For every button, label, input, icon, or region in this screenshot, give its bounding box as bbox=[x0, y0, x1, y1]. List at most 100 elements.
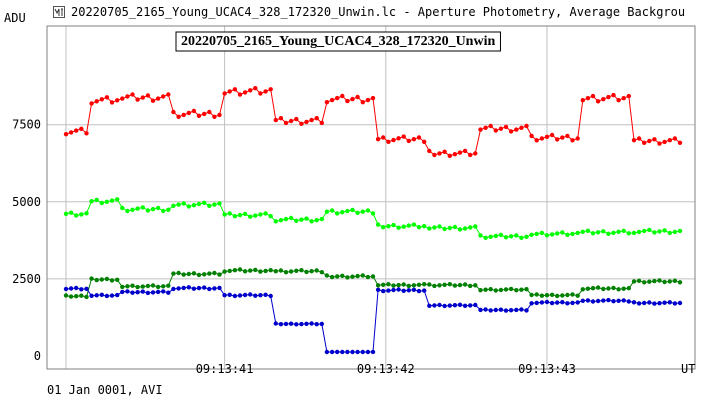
data-point bbox=[294, 268, 299, 273]
data-point bbox=[468, 303, 473, 308]
data-point bbox=[79, 126, 84, 131]
x-tick-label: 09:13:43 bbox=[518, 362, 576, 376]
data-point bbox=[89, 293, 94, 298]
data-point bbox=[468, 225, 473, 230]
data-point bbox=[422, 139, 427, 144]
data-point bbox=[304, 269, 309, 275]
data-point bbox=[570, 138, 575, 143]
data-point bbox=[237, 267, 243, 272]
data-point bbox=[539, 293, 545, 298]
data-point bbox=[329, 97, 335, 103]
data-point bbox=[642, 280, 647, 285]
data-point bbox=[667, 138, 672, 143]
data-point bbox=[263, 292, 268, 297]
data-point bbox=[125, 289, 130, 294]
data-point bbox=[109, 100, 115, 105]
data-point bbox=[181, 112, 186, 118]
data-point bbox=[437, 151, 442, 156]
data-point bbox=[278, 268, 284, 273]
data-point bbox=[68, 294, 74, 299]
data-point bbox=[493, 128, 498, 133]
data-point bbox=[365, 97, 371, 103]
data-point bbox=[94, 277, 99, 283]
data-point bbox=[324, 273, 330, 278]
data-point bbox=[498, 307, 504, 312]
plot-frame bbox=[46, 25, 696, 370]
data-point bbox=[319, 216, 324, 222]
data-point bbox=[176, 270, 181, 276]
y-axis-ticks: 0 2500 5000 7500 bbox=[12, 118, 41, 363]
data-point bbox=[74, 294, 79, 299]
data-point bbox=[626, 286, 631, 291]
data-point bbox=[268, 87, 273, 92]
data-point bbox=[381, 135, 386, 140]
data-point bbox=[519, 307, 524, 312]
data-point bbox=[268, 268, 273, 273]
data-point bbox=[416, 225, 422, 230]
data-point bbox=[268, 293, 273, 299]
data-point bbox=[621, 96, 626, 101]
data-point bbox=[125, 94, 130, 99]
data-point bbox=[360, 209, 365, 214]
data-point bbox=[560, 135, 565, 140]
data-point bbox=[396, 136, 401, 141]
data-point bbox=[89, 101, 94, 106]
data-point bbox=[468, 152, 473, 158]
data-point bbox=[549, 300, 555, 306]
data-point bbox=[84, 211, 89, 216]
data-point bbox=[386, 288, 391, 293]
data-point bbox=[135, 206, 140, 211]
data-point bbox=[176, 202, 181, 207]
data-point bbox=[166, 92, 171, 97]
data-point bbox=[181, 272, 186, 277]
data-point bbox=[299, 321, 304, 327]
data-point bbox=[104, 199, 110, 204]
data-point bbox=[401, 224, 406, 229]
data-point bbox=[488, 123, 493, 129]
data-point bbox=[125, 284, 130, 289]
data-point bbox=[191, 286, 197, 291]
data-point bbox=[345, 98, 350, 104]
data-point bbox=[242, 90, 248, 95]
data-point bbox=[283, 120, 289, 126]
data-point bbox=[631, 138, 637, 143]
data-point bbox=[324, 100, 330, 105]
data-point bbox=[232, 268, 238, 273]
data-point bbox=[253, 213, 258, 218]
data-point bbox=[662, 228, 667, 233]
data-point bbox=[365, 208, 371, 213]
data-point bbox=[560, 293, 565, 298]
data-point bbox=[115, 277, 120, 282]
data-point bbox=[636, 229, 642, 235]
data-point bbox=[319, 120, 324, 126]
data-point bbox=[74, 213, 79, 218]
data-point bbox=[642, 228, 647, 234]
data-point bbox=[227, 292, 232, 297]
data-point bbox=[375, 222, 381, 227]
data-point bbox=[498, 287, 504, 293]
data-point bbox=[370, 95, 376, 101]
data-point bbox=[606, 297, 611, 303]
data-point bbox=[345, 349, 350, 355]
data-point bbox=[212, 202, 217, 207]
data-point bbox=[314, 116, 319, 121]
data-point bbox=[94, 197, 99, 203]
data-point bbox=[74, 128, 79, 133]
data-point bbox=[590, 299, 596, 304]
data-point bbox=[580, 229, 585, 234]
data-point bbox=[631, 300, 637, 305]
data-point bbox=[345, 208, 350, 214]
chart-title-frame bbox=[175, 31, 501, 52]
data-point bbox=[514, 233, 519, 238]
data-point bbox=[396, 287, 401, 292]
data-point bbox=[483, 235, 488, 240]
data-point bbox=[309, 321, 314, 326]
data-point bbox=[217, 272, 222, 277]
data-point bbox=[171, 271, 176, 276]
data-point bbox=[432, 152, 437, 158]
data-point bbox=[386, 224, 391, 229]
data-point bbox=[381, 225, 386, 230]
data-point bbox=[626, 93, 631, 99]
x-axis-ticks: 09:13:41 09:13:42 09:13:43 bbox=[196, 362, 576, 376]
